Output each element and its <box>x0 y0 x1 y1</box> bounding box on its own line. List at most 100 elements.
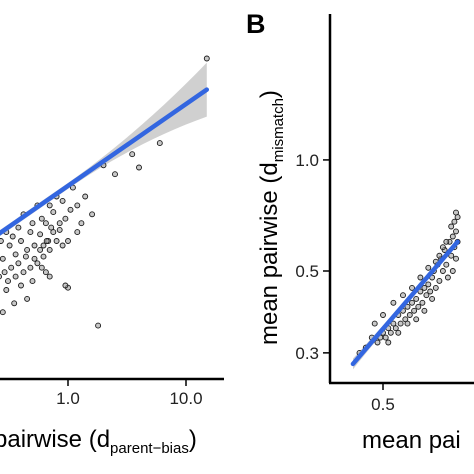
panel-a-point <box>62 215 69 222</box>
panel-a-point <box>24 295 31 302</box>
panel-b-point <box>448 252 455 259</box>
panel-a-point <box>37 231 44 238</box>
panel-b-letter: B <box>246 9 266 39</box>
panel-a-point <box>29 278 36 285</box>
panel-b-point <box>409 299 415 306</box>
panel-a-point <box>0 309 6 316</box>
panel-a-point <box>40 253 47 260</box>
panel-a-point <box>31 242 38 249</box>
panel-b-y-tick-label: 0.5 <box>295 262 319 281</box>
panel-b-point <box>425 281 432 288</box>
panel-a-point <box>31 255 38 262</box>
panel-a-point <box>112 171 118 178</box>
panel-a-point <box>62 282 69 289</box>
panel-a-point <box>40 242 47 249</box>
panel-a-x-axis-title: pairwise (dparent−bias) <box>0 426 197 457</box>
panel-b-y-ticks: 1.0 0.5 0.3 <box>295 151 329 363</box>
panel-a-point <box>12 251 19 258</box>
panel-b-point <box>443 238 450 245</box>
panel-a-point <box>42 220 49 227</box>
panel-b-point <box>415 303 422 310</box>
panel-a-point <box>82 193 89 200</box>
panel-a-x-ticks: 1.0 10.0 <box>56 380 203 408</box>
panel-a-point <box>34 260 41 267</box>
panel-a-point <box>6 242 13 249</box>
panel-b-point <box>382 334 389 341</box>
panel-a-point <box>38 215 45 222</box>
panel-b-point <box>439 268 446 274</box>
panel-b-point <box>436 252 443 259</box>
panel-b-point <box>411 307 418 314</box>
panel-a-point <box>53 238 60 244</box>
panel-a-point <box>18 282 24 289</box>
panel-a-point <box>3 287 10 293</box>
panel-a-point <box>5 278 11 285</box>
panel-a-point <box>48 224 55 231</box>
panel-a-point <box>12 273 19 280</box>
panel-b-point <box>453 209 459 216</box>
panel-a-point <box>42 269 49 276</box>
panel-b-point <box>421 307 428 314</box>
panel-a-point <box>203 55 210 62</box>
panel-a-point <box>59 197 66 204</box>
panel-a-point <box>89 211 96 218</box>
panel-b-point <box>395 329 402 336</box>
panel-a-point <box>27 229 34 236</box>
panel-b-point <box>374 339 381 346</box>
panel-a-fit-line <box>0 87 210 236</box>
panel-a-point <box>74 202 81 209</box>
panel-b-point <box>443 261 450 268</box>
panel-a-point <box>56 220 63 227</box>
panel-b-point <box>371 320 378 327</box>
panel-a-point <box>43 238 50 244</box>
panel-b-y-tick-label: 1.0 <box>295 151 319 170</box>
panel-b-point <box>413 316 420 323</box>
panel-b-x-ticks: 0.5 <box>371 384 395 414</box>
panel-b-point <box>439 244 446 251</box>
panel-a-point <box>0 255 6 262</box>
panel-b-point <box>390 299 397 306</box>
panel-b-point <box>451 218 458 225</box>
panel-b-y-tick-label: 0.3 <box>295 344 319 363</box>
panel-a-point <box>1 269 8 276</box>
panel-b-point <box>390 320 397 327</box>
panel-b-fit-line <box>350 239 460 367</box>
panel-b-point <box>421 284 428 291</box>
panel-b-point <box>449 268 456 274</box>
panel-a-point <box>136 164 142 171</box>
panel-a-point <box>95 322 102 329</box>
panel-a-point <box>0 238 4 244</box>
panel-b-x-tick-label: 0.5 <box>371 395 395 414</box>
panel-a-x-tick-label: 10.0 <box>169 389 202 408</box>
panel-b-x-axis-title: mean pai <box>362 427 461 454</box>
panel-b-point <box>453 255 459 262</box>
panel-a-point <box>15 224 22 231</box>
panel-a-point <box>0 273 2 280</box>
panel-b-point <box>385 339 392 346</box>
panel-b-point <box>413 295 420 302</box>
panel-b-point <box>404 320 411 327</box>
panel-a-point <box>65 238 71 244</box>
panel-b-point <box>392 325 399 332</box>
panel-a-point <box>59 242 66 249</box>
panel-b-point <box>387 329 394 336</box>
panel-a-points <box>0 55 210 329</box>
panel-b-point <box>444 274 451 281</box>
panel-a-scatter: 1.0 10.0 pairwise (dparent−bias) <box>0 55 224 457</box>
panel-b-point <box>400 292 406 299</box>
panel-a-point <box>9 233 16 240</box>
panel-a-point <box>22 253 29 260</box>
panel-b-point <box>417 274 424 281</box>
panel-b-point <box>436 277 443 284</box>
panel-b-point <box>453 228 459 235</box>
panel-b-point <box>423 292 430 299</box>
panel-a-point <box>46 273 53 280</box>
panel-a-point <box>8 264 15 271</box>
panel-a-point <box>78 220 85 227</box>
panel-b-point <box>429 295 436 302</box>
panel-a-point <box>38 264 45 271</box>
panel-a-point <box>27 264 34 271</box>
panel-a-point <box>46 246 53 253</box>
panel-a-point <box>129 151 136 158</box>
